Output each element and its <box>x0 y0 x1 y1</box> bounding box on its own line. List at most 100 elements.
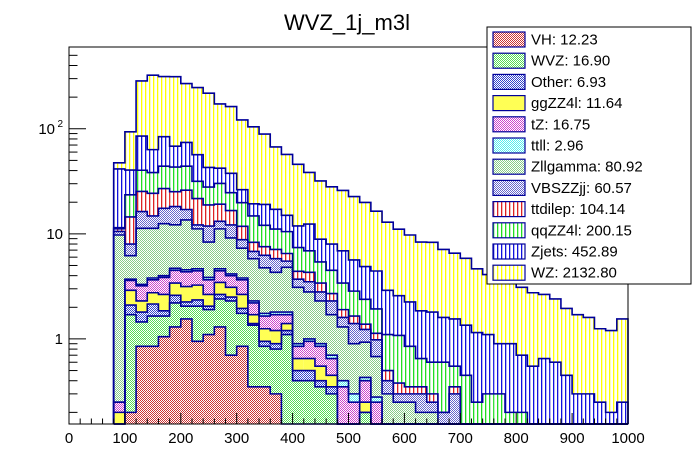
bar-zjets-220 <box>191 154 204 182</box>
bar-qqzz4l-560 <box>382 334 394 371</box>
bar-wz-780 <box>505 283 517 344</box>
bar-other-420 <box>303 370 315 381</box>
bar-vh-140 <box>147 346 159 424</box>
bar-zjets-820 <box>527 366 539 424</box>
legend-swatch <box>492 116 526 133</box>
bar-ggzz4l-120 <box>136 300 148 313</box>
bar-zllgamma-420 <box>303 291 315 339</box>
legend-entry-ggzz4l: ggZZ4l: 11.64 <box>492 94 622 112</box>
legend-entry-zjets: Zjets: 452.89 <box>492 243 618 261</box>
legend-label: VBSZZjj: 60.57 <box>531 180 632 197</box>
bar-ttdilep-140 <box>147 193 159 216</box>
bar-qqzz4l-380 <box>281 231 293 254</box>
series-ggzz4l <box>113 282 371 424</box>
x-tick-label: 100 <box>112 430 137 447</box>
bar-wz-560 <box>382 222 394 291</box>
bar-vbszzjj-540 <box>370 339 383 357</box>
bar-zjets-120 <box>136 136 148 171</box>
bar-zjets-320 <box>247 203 260 216</box>
bar-wvz-520 <box>359 412 371 424</box>
bar-zjets-700 <box>460 325 472 376</box>
bar-zllgamma-440 <box>314 300 327 344</box>
bar-other-240 <box>203 306 215 310</box>
bar-wz-680 <box>449 253 461 319</box>
bar-wvz-400 <box>292 380 304 424</box>
bar-wvz-460 <box>326 393 338 424</box>
bar-zllgamma-600 <box>404 402 416 424</box>
bar-ttdilep-260 <box>214 204 226 222</box>
bar-wz-80 <box>113 162 125 169</box>
bar-wz-460 <box>326 186 338 245</box>
bar-qqzz4l-640 <box>426 362 438 394</box>
bar-zllgamma-160 <box>158 223 170 276</box>
bar-wz-120 <box>136 80 148 137</box>
bar-qqzz4l-800 <box>516 412 528 424</box>
bar-zllgamma-460 <box>326 314 338 356</box>
bar-zllgamma-380 <box>281 267 293 313</box>
bar-zjets-880 <box>560 375 573 424</box>
bar-wz-500 <box>348 196 360 260</box>
bar-zjets-300 <box>236 189 248 203</box>
series-other <box>124 294 338 394</box>
bar-wz-240 <box>203 93 215 168</box>
bar-wz-700 <box>460 258 472 326</box>
x-tick-label: 600 <box>392 430 417 447</box>
bar-zjets-500 <box>348 259 360 292</box>
bar-vbszzjj-300 <box>236 239 248 249</box>
bar-ttll-360 <box>270 312 282 315</box>
bar-ggzz4l-280 <box>225 287 237 298</box>
bar-zjets-780 <box>505 343 517 413</box>
bar-wz-760 <box>493 283 506 344</box>
bar-zllgamma-120 <box>136 228 148 285</box>
bar-ttdilep-80 <box>113 228 125 232</box>
bar-ttdilep-100 <box>124 216 137 245</box>
legend-label: qqZZ4l: 200.15 <box>531 222 632 239</box>
bar-ttdilep-200 <box>180 190 192 210</box>
bar-ttdilep-680 <box>449 386 461 394</box>
bar-wz-320 <box>247 126 260 204</box>
bar-qqzz4l-180 <box>169 167 181 192</box>
bar-zjets-360 <box>270 209 282 230</box>
bar-zjets-560 <box>382 290 394 335</box>
bar-zjets-860 <box>549 362 561 424</box>
bar-vh-220 <box>191 341 204 424</box>
legend: VH: 12.23 WVZ: 16.90 Other: 6.93 ggZZ4l: 11… <box>486 26 692 285</box>
bar-vh-100 <box>124 412 137 424</box>
bar-tz-180 <box>169 270 181 284</box>
bar-qqzz4l-740 <box>482 393 494 424</box>
bar-wvz-140 <box>147 316 159 347</box>
legend-entry-wz: WZ: 2132.80 <box>492 264 617 282</box>
bar-zllgamma-180 <box>169 224 181 269</box>
bar-wz-880 <box>560 308 573 376</box>
bar-zjets-900 <box>572 393 584 424</box>
series-wz <box>113 75 628 413</box>
bar-wz-600 <box>404 234 416 302</box>
bar-zllgamma-520 <box>359 342 371 378</box>
bar-other-120 <box>136 312 148 322</box>
y-tick-label: 10 <box>38 121 55 138</box>
bar-wz-660 <box>437 249 450 318</box>
bar-other-300 <box>236 308 248 314</box>
bar-ttll-160 <box>158 275 170 278</box>
bar-ttll-340 <box>259 313 271 317</box>
bar-vh-260 <box>214 326 226 424</box>
bar-zllgamma-280 <box>225 237 237 274</box>
bar-wz-160 <box>158 76 170 137</box>
bar-ttll-380 <box>281 312 293 315</box>
bar-ggzz4l-140 <box>147 292 159 304</box>
bar-wvz-420 <box>303 380 315 424</box>
bar-ggzz4l-80 <box>113 412 125 424</box>
bar-other-440 <box>314 380 327 387</box>
bar-zllgamma-220 <box>191 228 204 269</box>
bar-ttdilep-420 <box>303 272 315 282</box>
bar-wvz-100 <box>124 314 137 413</box>
bar-ttdilep-120 <box>136 191 148 212</box>
bar-vbszzjj-260 <box>214 221 226 229</box>
bar-ggzz4l-460 <box>326 375 338 387</box>
legend-swatch <box>492 222 526 239</box>
bar-vbszzjj-500 <box>348 323 360 344</box>
x-tick-label: 300 <box>224 430 249 447</box>
bar-vbszzjj-400 <box>292 279 304 288</box>
outline-wz <box>112 74 629 424</box>
